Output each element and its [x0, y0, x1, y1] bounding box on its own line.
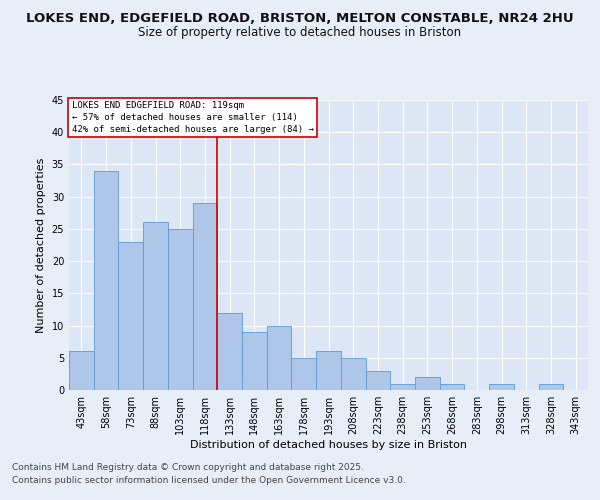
Bar: [69, 352, 94, 390]
Bar: [489, 384, 514, 390]
Bar: [267, 326, 292, 390]
Text: Contains public sector information licensed under the Open Government Licence v3: Contains public sector information licen…: [12, 476, 406, 485]
Text: LOKES END EDGEFIELD ROAD: 119sqm
← 57% of detached houses are smaller (114)
42% : LOKES END EDGEFIELD ROAD: 119sqm ← 57% o…: [71, 102, 313, 134]
X-axis label: Distribution of detached houses by size in Briston: Distribution of detached houses by size …: [190, 440, 467, 450]
Bar: [415, 377, 440, 390]
Bar: [341, 358, 365, 390]
Bar: [118, 242, 143, 390]
Y-axis label: Number of detached properties: Number of detached properties: [36, 158, 46, 332]
Bar: [440, 384, 464, 390]
Bar: [168, 229, 193, 390]
Text: LOKES END, EDGEFIELD ROAD, BRISTON, MELTON CONSTABLE, NR24 2HU: LOKES END, EDGEFIELD ROAD, BRISTON, MELT…: [26, 12, 574, 26]
Bar: [292, 358, 316, 390]
Text: Size of property relative to detached houses in Briston: Size of property relative to detached ho…: [139, 26, 461, 39]
Bar: [539, 384, 563, 390]
Text: Contains HM Land Registry data © Crown copyright and database right 2025.: Contains HM Land Registry data © Crown c…: [12, 462, 364, 471]
Bar: [242, 332, 267, 390]
Bar: [390, 384, 415, 390]
Bar: [94, 171, 118, 390]
Bar: [193, 203, 217, 390]
Bar: [217, 312, 242, 390]
Bar: [143, 222, 168, 390]
Bar: [365, 370, 390, 390]
Bar: [316, 352, 341, 390]
